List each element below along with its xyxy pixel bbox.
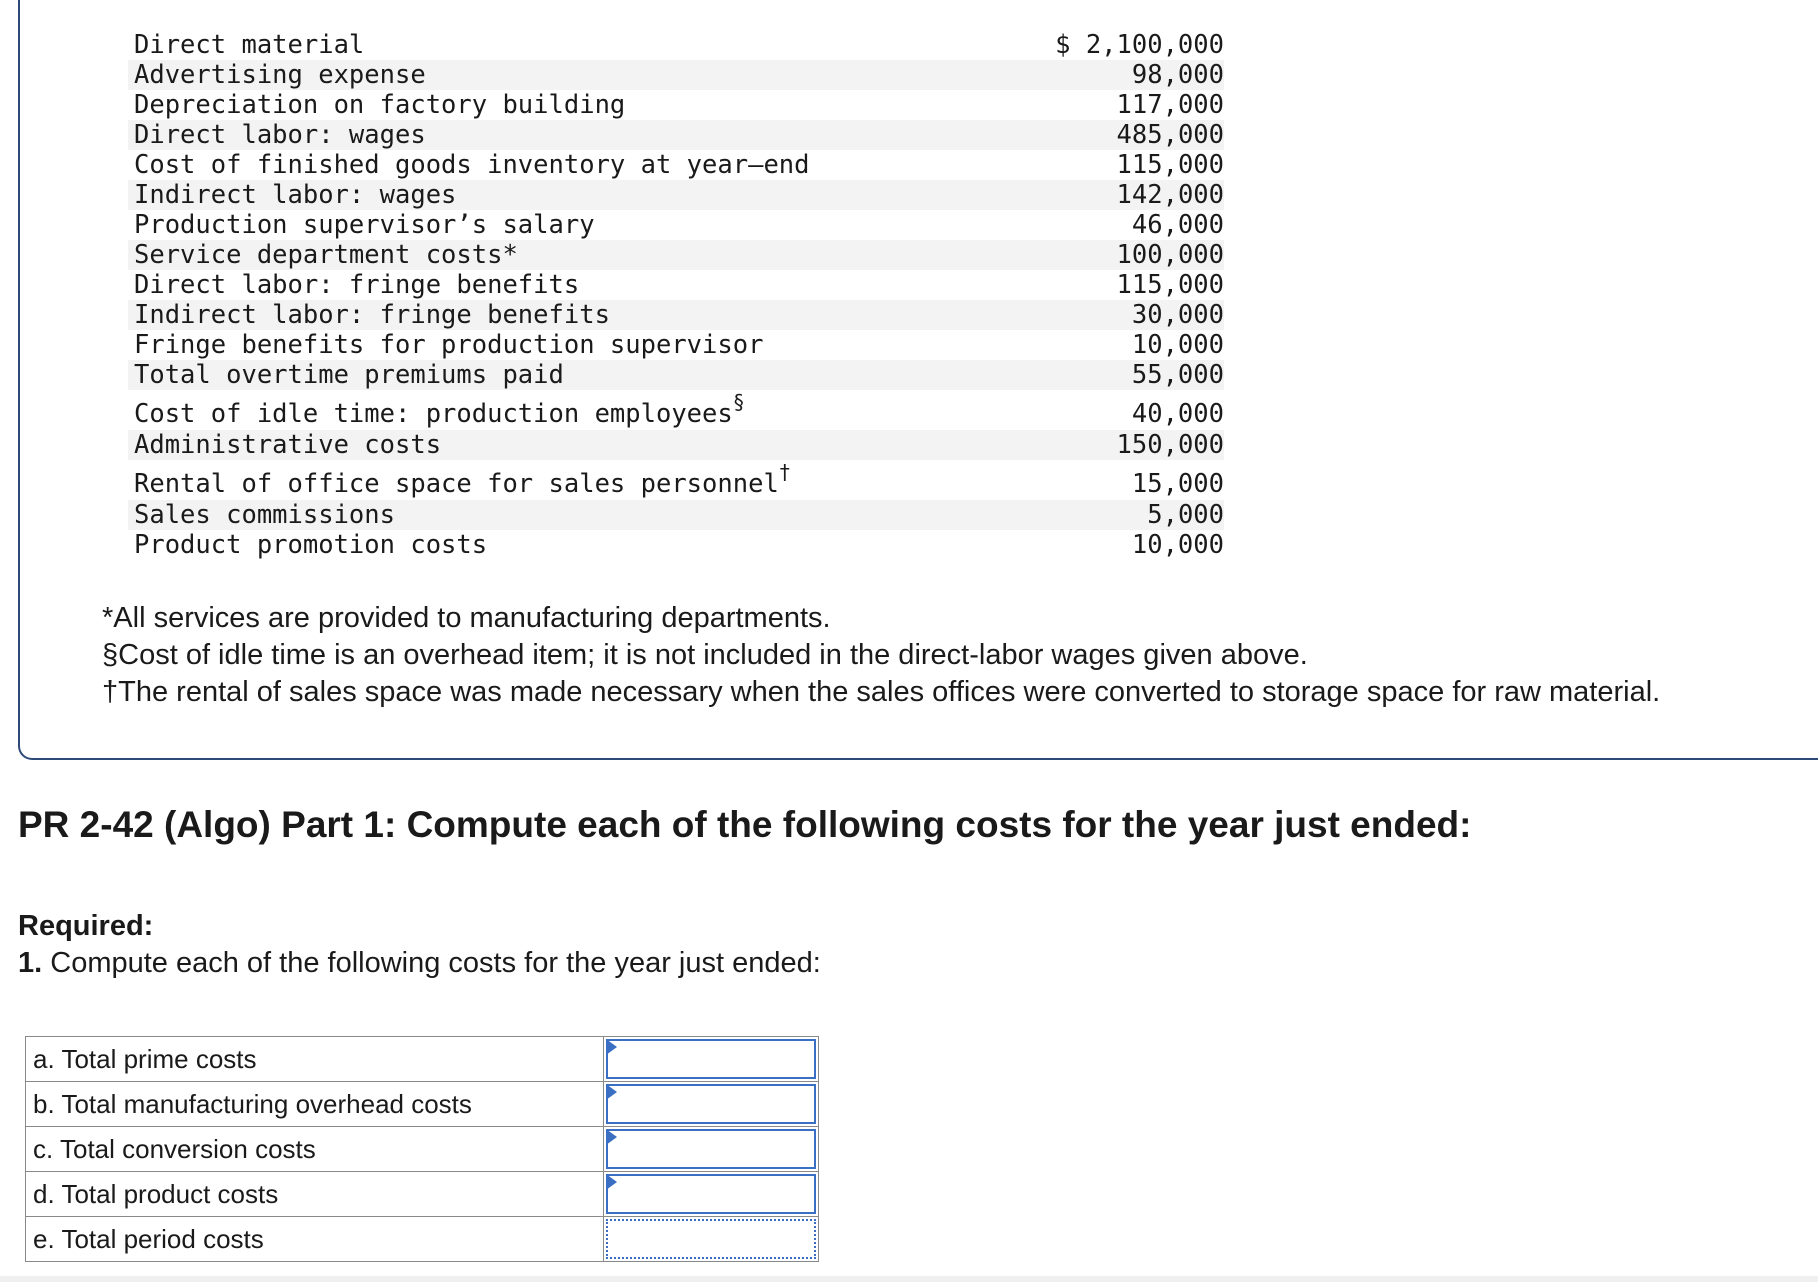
prime-costs-input[interactable] bbox=[606, 1039, 816, 1079]
ledger-label: Cost of finished goods inventory at year… bbox=[134, 150, 810, 180]
part-heading: PR 2-42 (Algo) Part 1: Compute each of t… bbox=[18, 804, 1472, 845]
ledger-row: Cost of idle time: production employees§… bbox=[128, 390, 1224, 430]
ledger-label: Fringe benefits for production superviso… bbox=[134, 330, 764, 360]
ledger-label: Direct labor: fringe benefits bbox=[134, 270, 580, 300]
answer-cell bbox=[603, 1081, 819, 1127]
cost-data-table: Direct material $ 2,100,000 Advertising … bbox=[128, 30, 1224, 560]
table-row: c. Total conversion costs bbox=[25, 1126, 819, 1172]
answer-table: a. Total prime costs b. Total manufactur… bbox=[25, 1036, 819, 1262]
footnote-section: §Cost of idle time is an overhead item; … bbox=[102, 639, 1308, 671]
ledger-amount: 5,000 bbox=[1147, 500, 1224, 530]
ledger-label: Production supervisor’s salary bbox=[134, 210, 595, 240]
footnote-dagger: †The rental of sales space was made nece… bbox=[102, 676, 1661, 708]
ledger-amount: 150,000 bbox=[1116, 430, 1224, 460]
required-label: Required: bbox=[18, 910, 154, 942]
ledger-amount: $ 2,100,000 bbox=[1055, 30, 1224, 60]
ledger-row: Advertising expense 98,000 bbox=[128, 60, 1224, 90]
ledger-amount: 40,000 bbox=[1131, 399, 1224, 429]
ledger-row: Production supervisor’s salary 46,000 bbox=[128, 210, 1224, 240]
answer-label: d. Total product costs bbox=[25, 1171, 604, 1217]
conversion-costs-input[interactable] bbox=[606, 1129, 816, 1169]
product-costs-input[interactable] bbox=[606, 1174, 816, 1214]
ledger-row: Cost of finished goods inventory at year… bbox=[128, 150, 1224, 180]
answer-cell bbox=[603, 1216, 819, 1262]
ledger-label: Cost of idle time: production employees§ bbox=[134, 389, 745, 430]
answer-label: c. Total conversion costs bbox=[25, 1126, 604, 1172]
ledger-amount: 15,000 bbox=[1131, 469, 1224, 499]
ledger-amount: 10,000 bbox=[1131, 530, 1224, 560]
required-instruction: 1. Compute each of the following costs f… bbox=[18, 945, 821, 982]
ledger-label: Service department costs* bbox=[134, 240, 518, 270]
ledger-row: Direct labor: fringe benefits 115,000 bbox=[128, 270, 1224, 300]
ledger-amount: 115,000 bbox=[1116, 150, 1224, 180]
ledger-row: Total overtime premiums paid 55,000 bbox=[128, 360, 1224, 390]
ledger-amount: 117,000 bbox=[1116, 90, 1224, 120]
flag-triangle-icon bbox=[606, 1039, 617, 1055]
ledger-row: Direct labor: wages 485,000 bbox=[128, 120, 1224, 150]
ledger-amount: 100,000 bbox=[1116, 240, 1224, 270]
ledger-label: Direct labor: wages bbox=[134, 120, 426, 150]
ledger-row: Depreciation on factory building 117,000 bbox=[128, 90, 1224, 120]
ledger-row: Product promotion costs 10,000 bbox=[128, 530, 1224, 560]
ledger-label: Rental of office space for sales personn… bbox=[134, 459, 791, 500]
ledger-label: Total overtime premiums paid bbox=[134, 360, 564, 390]
table-row: b. Total manufacturing overhead costs bbox=[25, 1081, 819, 1127]
ledger-label: Indirect labor: wages bbox=[134, 180, 457, 210]
answer-label: b. Total manufacturing overhead costs bbox=[25, 1081, 604, 1127]
table-row: e. Total period costs bbox=[25, 1216, 819, 1262]
table-row: d. Total product costs bbox=[25, 1171, 819, 1217]
ledger-label: Indirect labor: fringe benefits bbox=[134, 300, 610, 330]
ledger-row: Fringe benefits for production superviso… bbox=[128, 330, 1224, 360]
table-row: a. Total prime costs bbox=[25, 1036, 819, 1082]
flag-triangle-icon bbox=[606, 1129, 617, 1145]
instruction-number: 1. bbox=[18, 947, 43, 979]
ledger-label: Depreciation on factory building bbox=[134, 90, 626, 120]
instruction-text: Compute each of the following costs for … bbox=[42, 947, 821, 979]
ledger-row: Indirect labor: wages 142,000 bbox=[128, 180, 1224, 210]
ledger-row: Indirect labor: fringe benefits 30,000 bbox=[128, 300, 1224, 330]
ledger-amount: 98,000 bbox=[1131, 60, 1224, 90]
ledger-row: Direct material $ 2,100,000 bbox=[128, 30, 1224, 60]
footnote-star: *All services are provided to manufactur… bbox=[102, 602, 831, 634]
ledger-amount: 30,000 bbox=[1131, 300, 1224, 330]
ledger-label: Advertising expense bbox=[134, 60, 426, 90]
ledger-amount: 10,000 bbox=[1131, 330, 1224, 360]
ledger-row: Service department costs* 100,000 bbox=[128, 240, 1224, 270]
period-costs-input[interactable] bbox=[606, 1219, 816, 1259]
answer-cell bbox=[603, 1036, 819, 1082]
answer-label: e. Total period costs bbox=[25, 1216, 604, 1262]
ledger-label: Sales commissions bbox=[134, 500, 395, 530]
ledger-label: Product promotion costs bbox=[134, 530, 488, 560]
ledger-row: Administrative costs 150,000 bbox=[128, 430, 1224, 460]
manufacturing-overhead-input[interactable] bbox=[606, 1084, 816, 1124]
ledger-row: Rental of office space for sales personn… bbox=[128, 460, 1224, 500]
ledger-amount: 142,000 bbox=[1116, 180, 1224, 210]
required-section: Required: 1. Compute each of the followi… bbox=[18, 908, 821, 982]
footnote-marker: † bbox=[778, 459, 791, 484]
ledger-amount: 485,000 bbox=[1116, 120, 1224, 150]
ledger-amount: 55,000 bbox=[1131, 360, 1224, 390]
answer-cell bbox=[603, 1126, 819, 1172]
bottom-divider bbox=[0, 1276, 1818, 1282]
ledger-amount: 115,000 bbox=[1116, 270, 1224, 300]
footnotes: *All services are provided to manufactur… bbox=[102, 600, 1660, 711]
ledger-label: Administrative costs bbox=[134, 430, 442, 460]
footnote-marker: § bbox=[732, 389, 745, 414]
flag-triangle-icon bbox=[606, 1174, 617, 1190]
flag-triangle-icon bbox=[606, 1084, 617, 1100]
ledger-amount: 46,000 bbox=[1131, 210, 1224, 240]
ledger-label: Direct material bbox=[134, 30, 365, 60]
ledger-row: Sales commissions 5,000 bbox=[128, 500, 1224, 530]
answer-label: a. Total prime costs bbox=[25, 1036, 604, 1082]
answer-cell bbox=[603, 1171, 819, 1217]
